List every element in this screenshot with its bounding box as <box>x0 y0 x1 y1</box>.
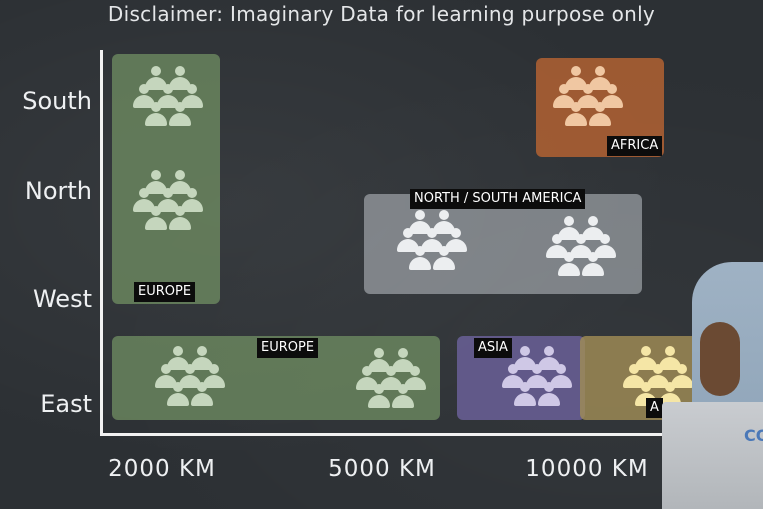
tag-europe-horizontal: EUROPE <box>257 338 319 358</box>
person-icon <box>564 66 588 92</box>
person-icon <box>576 84 600 110</box>
tag-europe-vertical: EUROPE <box>134 282 196 302</box>
person-icon <box>403 366 427 392</box>
y-label-north: North <box>24 177 92 205</box>
person-icon <box>144 102 168 128</box>
disclaimer-title: Disclaimer: Imaginary Data for learning … <box>107 2 656 26</box>
person-icon <box>658 346 682 372</box>
person-icon <box>569 234 593 260</box>
person-icon <box>622 364 646 390</box>
person-icon <box>525 364 549 390</box>
people-group-icon <box>550 66 624 130</box>
person-icon <box>391 384 415 410</box>
y-label-east: East <box>40 390 92 418</box>
person-icon <box>156 84 180 110</box>
person-icon <box>367 348 391 374</box>
person-icon <box>588 66 612 92</box>
person-icon <box>132 188 156 214</box>
person-icon <box>168 66 192 92</box>
people-group-icon <box>543 216 617 280</box>
laptop <box>662 402 763 509</box>
people-group-icon <box>394 210 468 274</box>
tag-asia: ASIA <box>474 338 512 358</box>
person-icon <box>581 252 605 278</box>
person-icon <box>670 364 694 390</box>
person-icon <box>564 102 588 128</box>
person-icon <box>144 170 168 196</box>
people-group-icon <box>130 66 204 130</box>
person-icon <box>367 384 391 410</box>
person-icon <box>600 84 624 110</box>
person-icon <box>537 382 561 408</box>
x-label-10000km: 10000 KM <box>525 456 649 482</box>
person-icon <box>420 228 444 254</box>
person-icon <box>180 188 204 214</box>
person-icon <box>408 210 432 236</box>
people-group-icon <box>499 346 573 410</box>
tag-africa: AFRICA <box>607 136 663 156</box>
person-icon <box>144 66 168 92</box>
person-icon <box>396 228 420 254</box>
person-icon <box>132 84 156 110</box>
laptop-logo: CO <box>744 426 763 445</box>
person-icon <box>432 210 456 236</box>
person-icon <box>646 364 670 390</box>
person-icon <box>634 346 658 372</box>
person-icon <box>178 364 202 390</box>
person-icon <box>557 216 581 242</box>
y-label-west: West <box>32 285 92 313</box>
tag-australia-partial: A <box>646 398 663 418</box>
person-icon <box>154 364 178 390</box>
person-icon <box>513 382 537 408</box>
person-icon <box>166 346 190 372</box>
presenter-arm <box>700 322 740 396</box>
person-icon <box>166 382 190 408</box>
y-axis-line <box>100 50 103 436</box>
person-icon <box>168 206 192 232</box>
x-label-2000km: 2000 KM <box>108 456 216 482</box>
person-icon <box>168 102 192 128</box>
person-icon <box>513 346 537 372</box>
person-icon <box>545 234 569 260</box>
person-icon <box>180 84 204 110</box>
person-icon <box>552 84 576 110</box>
person-icon <box>391 348 415 374</box>
tag-americas: NORTH / SOUTH AMERICA <box>410 189 586 209</box>
person-icon <box>549 364 573 390</box>
person-icon <box>168 170 192 196</box>
person-icon <box>202 364 226 390</box>
person-icon <box>144 206 168 232</box>
people-group-icon <box>353 348 427 412</box>
person-icon <box>593 234 617 260</box>
person-icon <box>355 366 379 392</box>
person-icon <box>190 382 214 408</box>
person-icon <box>432 246 456 272</box>
y-label-south: South <box>22 87 92 115</box>
person-icon <box>537 346 561 372</box>
person-icon <box>156 188 180 214</box>
people-group-icon <box>152 346 226 410</box>
x-label-5000km: 5000 KM <box>328 456 436 482</box>
person-icon <box>379 366 403 392</box>
people-group-icon <box>130 170 204 234</box>
person-icon <box>444 228 468 254</box>
person-icon <box>581 216 605 242</box>
person-icon <box>557 252 581 278</box>
person-icon <box>408 246 432 272</box>
person-icon <box>190 346 214 372</box>
person-icon <box>588 102 612 128</box>
person-icon <box>501 364 525 390</box>
x-axis-line <box>100 433 720 436</box>
